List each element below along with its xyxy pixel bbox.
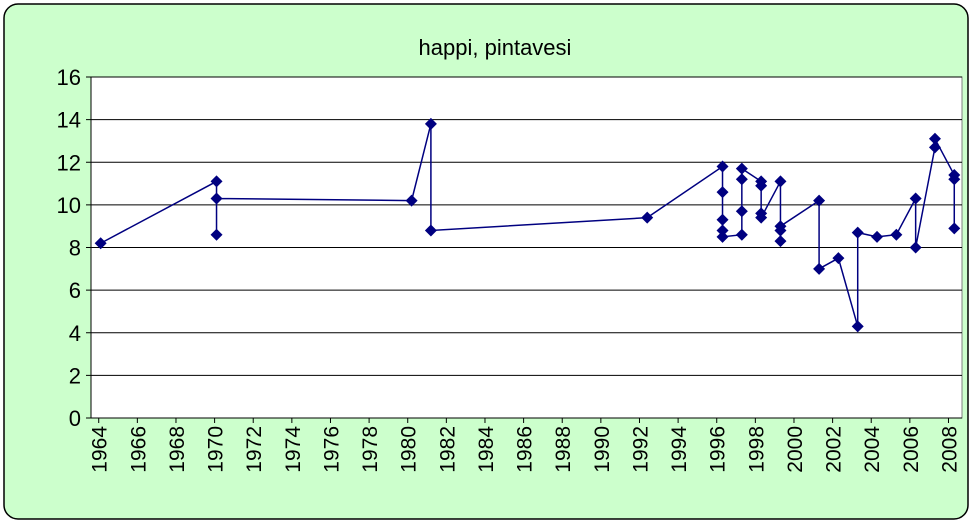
x-tick-label: 1970 — [205, 426, 228, 473]
x-tick-label: 1998 — [745, 426, 768, 473]
data-point — [716, 186, 729, 199]
x-tick-label: 1966 — [127, 426, 150, 473]
x-tick-label: 1982 — [436, 426, 459, 473]
y-tick-label: 0 — [69, 406, 81, 431]
x-tick-label: 2004 — [861, 426, 884, 473]
x-tick-label: 1984 — [475, 426, 498, 473]
x-tick-label: 1974 — [282, 426, 305, 473]
data-point — [774, 235, 787, 248]
x-tick-label: 1980 — [398, 426, 421, 473]
x-tick-label: 1968 — [166, 426, 189, 473]
data-point — [909, 192, 922, 205]
y-tick-label: 2 — [69, 363, 81, 388]
data-point — [948, 173, 961, 186]
data-point — [928, 141, 941, 154]
x-tick-label: 1996 — [707, 426, 730, 473]
data-point — [210, 192, 223, 205]
data-point — [735, 228, 748, 241]
x-tick-label: 1986 — [514, 426, 537, 473]
x-tick-label: 1992 — [629, 426, 652, 473]
data-point — [871, 230, 884, 243]
x-tick-label: 1994 — [668, 426, 691, 473]
data-point — [210, 175, 223, 188]
chart-title: happi, pintavesi — [419, 35, 572, 60]
x-tick-label: 1990 — [591, 426, 614, 473]
x-tick-label: 2006 — [900, 426, 923, 473]
x-tick-label: 1964 — [89, 426, 112, 473]
y-tick-label: 6 — [69, 278, 81, 303]
data-point — [813, 194, 826, 207]
data-point — [716, 224, 729, 237]
data-point — [890, 228, 903, 241]
x-tick-label: 1976 — [320, 426, 343, 473]
data-point — [210, 228, 223, 241]
data-point — [424, 224, 437, 237]
data-point — [716, 160, 729, 173]
data-point — [851, 226, 864, 239]
data-point — [735, 205, 748, 218]
y-tick-label: 8 — [69, 236, 81, 261]
data-point — [909, 241, 922, 254]
data-point — [774, 220, 787, 233]
data-point — [755, 211, 768, 224]
x-tick-label: 2000 — [784, 426, 807, 473]
y-tick-label: 10 — [57, 193, 81, 218]
data-point — [832, 252, 845, 265]
data-point — [716, 213, 729, 226]
y-tick-label: 14 — [57, 108, 81, 133]
x-tick-label: 1978 — [359, 426, 382, 473]
data-point — [851, 320, 864, 333]
data-point — [735, 162, 748, 175]
x-tick-label: 2008 — [938, 426, 961, 473]
x-tick-label: 1972 — [243, 426, 266, 473]
data-point — [735, 173, 748, 186]
y-tick-label: 4 — [69, 321, 81, 346]
data-point — [94, 237, 107, 250]
data-point — [928, 132, 941, 145]
data-point — [755, 179, 768, 192]
data-point — [424, 117, 437, 130]
data-point — [641, 211, 654, 224]
data-point — [813, 262, 826, 275]
data-point — [774, 175, 787, 188]
data-point — [405, 194, 418, 207]
y-tick-label: 12 — [57, 150, 81, 175]
x-tick-label: 1988 — [552, 426, 575, 473]
data-point — [716, 230, 729, 243]
x-tick-label: 2002 — [823, 426, 846, 473]
data-point — [948, 222, 961, 235]
y-tick-label: 16 — [57, 65, 81, 90]
